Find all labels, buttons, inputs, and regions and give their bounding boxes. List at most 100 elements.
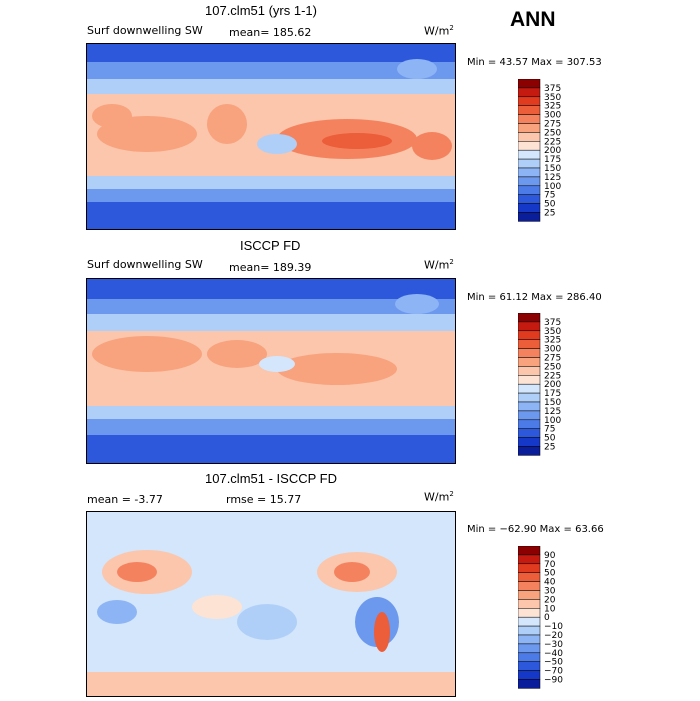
colorbar-tick-label: 50 <box>544 569 556 579</box>
colorbar-tick-label: 350 <box>544 93 561 103</box>
colorbar-swatch <box>517 428 541 438</box>
panel1-colorbar: 375 350 325 300 275 250 225 200 175 150 125 100 75 50… <box>517 78 588 228</box>
colorbar-swatch <box>517 167 541 178</box>
colorbar-tick-label: −20 <box>544 631 563 641</box>
colorbar-tick-label: 25 <box>544 443 555 453</box>
panel3-title: 107.clm51 - ISCCP FD <box>205 471 337 486</box>
panel3-colorbar: 90 70 50 40 30 20 10 0 −10 −20 −30 −40 −50 −70 −90 <box>517 545 588 695</box>
colorbar-tick-label: 150 <box>544 164 561 174</box>
colorbar-swatch <box>517 383 541 394</box>
colorbar-swatch <box>517 149 541 160</box>
colorbar-tick-label: 75 <box>544 191 555 201</box>
colorbar-tick-label: 250 <box>544 128 561 138</box>
panel3-units: W/m2 <box>424 490 454 504</box>
colorbar-tick-label: −50 <box>544 658 563 668</box>
colorbar-swatch <box>517 643 541 654</box>
colorbar-swatch <box>517 670 541 680</box>
panel2-title: ISCCP FD <box>240 238 301 253</box>
colorbar-swatch <box>517 581 541 591</box>
colorbar-swatch <box>517 212 541 222</box>
colorbar-tick-label: 125 <box>544 407 561 417</box>
colorbar-tick-label: 225 <box>544 137 561 147</box>
colorbar-swatch <box>517 554 541 565</box>
colorbar-swatch <box>517 176 541 187</box>
colorbar-swatch <box>517 392 541 403</box>
colorbar-tick-label: 40 <box>544 578 556 588</box>
colorbar-swatch <box>517 652 541 662</box>
colorbar-swatch <box>517 608 541 618</box>
colorbar-tick-label: −90 <box>544 676 563 686</box>
panel2-mean: mean= 189.39 <box>229 261 312 274</box>
colorbar-swatch <box>517 419 541 429</box>
colorbar-tick-label: −10 <box>544 622 563 632</box>
colorbar-swatch <box>517 375 541 385</box>
panel3-map <box>86 511 456 697</box>
panel1-variable: Surf downwelling SW <box>87 24 203 37</box>
season-label: ANN <box>510 8 556 31</box>
colorbar-tick-label: 175 <box>544 155 561 165</box>
colorbar-swatch <box>517 185 541 195</box>
panel1-mean: mean= 185.62 <box>229 26 312 39</box>
colorbar-swatch <box>517 105 541 115</box>
panel3-field <box>87 512 455 696</box>
panel2-colorbar: 375 350 325 300 275 250 225 200 175 150 125 100 75 50… <box>517 312 588 462</box>
panel2-field <box>87 279 455 463</box>
colorbar-swatch <box>517 679 541 689</box>
colorbar-swatch <box>517 599 541 609</box>
colorbar-tick-label: 375 <box>544 318 561 328</box>
colorbar-tick-label: 70 <box>544 560 556 570</box>
panel2-map <box>86 278 456 464</box>
panel1-units: W/m2 <box>424 24 454 38</box>
colorbar-swatch <box>517 114 541 124</box>
colorbar-tick-label: 300 <box>544 345 561 355</box>
panel1-colorbar-svg: 3753503253002752502252001751501251007550… <box>517 78 561 222</box>
colorbar-tick-label: 50 <box>544 434 556 444</box>
colorbar-swatch <box>517 158 541 169</box>
colorbar-swatch <box>517 96 541 106</box>
colorbar-tick-label: −30 <box>544 640 563 650</box>
colorbar-tick-label: 25 <box>544 209 555 219</box>
colorbar-swatch <box>517 87 541 98</box>
colorbar-tick-label: 125 <box>544 173 561 183</box>
panel2-minmax: Min = 61.12 Max = 286.40 <box>467 292 602 303</box>
colorbar-tick-label: 0 <box>544 613 550 623</box>
colorbar-swatch <box>517 572 541 582</box>
colorbar-swatch <box>517 437 541 447</box>
colorbar-swatch <box>517 410 541 421</box>
panel3-mean: mean = -3.77 <box>87 493 163 506</box>
colorbar-tick-label: 250 <box>544 362 561 372</box>
panel2-variable: Surf downwelling SW <box>87 258 203 271</box>
colorbar-swatch <box>517 563 541 573</box>
colorbar-tick-label: 50 <box>544 200 556 210</box>
panel1-title: 107.clm51 (yrs 1-1) <box>205 3 317 18</box>
colorbar-swatch <box>517 357 541 367</box>
colorbar-tick-label: 100 <box>544 416 561 426</box>
colorbar-tick-label: 100 <box>544 182 561 192</box>
colorbar-tick-label: −40 <box>544 649 563 659</box>
colorbar-tick-label: 325 <box>544 102 561 112</box>
colorbar-tick-label: 20 <box>544 595 556 605</box>
colorbar-swatch <box>517 625 541 636</box>
colorbar-tick-label: 200 <box>544 380 561 390</box>
colorbar-tick-label: 200 <box>544 146 561 156</box>
colorbar-tick-label: 275 <box>544 120 561 130</box>
panel3-minmax: Min = −62.90 Max = 63.66 <box>467 524 604 535</box>
colorbar-tick-label: 350 <box>544 327 561 337</box>
colorbar-swatch <box>517 203 541 213</box>
panel1-minmax: Min = 43.57 Max = 307.53 <box>467 57 602 68</box>
colorbar-swatch <box>517 123 541 133</box>
panel1-map <box>86 43 456 230</box>
colorbar-tick-label: 375 <box>544 84 561 94</box>
colorbar-tick-label: 325 <box>544 336 561 346</box>
panel2-units: W/m2 <box>424 258 454 272</box>
colorbar-swatch <box>517 330 541 340</box>
colorbar-swatch <box>517 446 541 456</box>
colorbar-swatch <box>517 78 541 89</box>
colorbar-swatch <box>517 661 541 671</box>
colorbar-tick-label: 10 <box>544 604 556 614</box>
colorbar-tick-label: −70 <box>544 667 563 677</box>
colorbar-swatch <box>517 366 541 376</box>
colorbar-tick-label: 175 <box>544 389 561 399</box>
colorbar-tick-label: 75 <box>544 425 555 435</box>
